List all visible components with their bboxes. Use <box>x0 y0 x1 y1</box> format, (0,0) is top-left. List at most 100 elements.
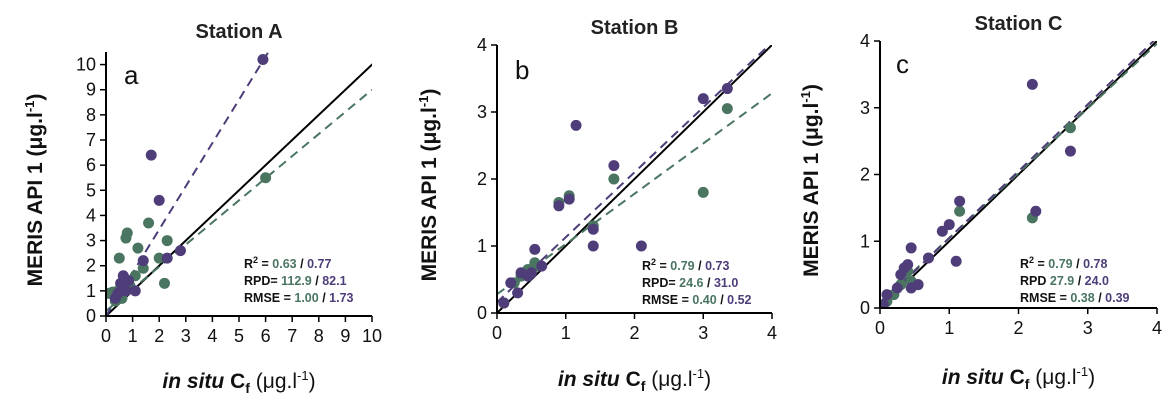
xlabel-unit: (μg.l <box>645 368 692 391</box>
data-point-green <box>113 252 125 264</box>
ylabel-sup: -1 <box>416 96 431 108</box>
ylabel-post: ) <box>24 94 47 101</box>
stat-sep: / <box>319 291 329 305</box>
data-point-green <box>132 242 144 254</box>
data-point-purple <box>902 259 914 271</box>
data-point-purple <box>635 240 647 252</box>
x-tick-label: 7 <box>287 326 297 346</box>
data-point-purple <box>721 83 733 95</box>
stat-r2-green: 0.79 <box>1048 257 1072 271</box>
ylabel-sup: -1 <box>22 101 37 113</box>
xlabel-unit-sup: -1 <box>1077 364 1089 379</box>
data-point-green <box>143 217 155 229</box>
data-point-purple <box>891 282 903 294</box>
stat-sep: / <box>297 257 307 271</box>
x-axis-label: in situ Cf (μg.l-1) <box>162 368 315 396</box>
data-point-purple <box>1064 145 1076 157</box>
data-point-purple <box>697 93 709 105</box>
stat-rpd-green: 24.6 <box>679 276 703 290</box>
stat-r2-purple: 0.78 <box>1083 257 1107 271</box>
data-point-purple <box>512 287 524 299</box>
one-to-one-line <box>497 45 772 313</box>
ylabel-post: ) <box>800 84 823 91</box>
x-tick-label: 5 <box>234 326 244 346</box>
stat-sep: / <box>704 276 714 290</box>
xlabel-unit-post: ) <box>704 368 711 391</box>
stat-rpd-purple: 82.1 <box>322 274 346 288</box>
x-tick-label: 4 <box>207 326 217 346</box>
data-point-purple <box>936 225 948 237</box>
y-tick-label: 0 <box>86 306 96 326</box>
data-point-green <box>697 186 709 198</box>
data-point-purple <box>525 267 537 279</box>
xlabel-unit-post: ) <box>1088 366 1095 389</box>
data-point-purple <box>922 252 934 264</box>
y-tick-label: 3 <box>86 231 96 251</box>
stat-r2-green: 0.63 <box>272 257 296 271</box>
data-point-green <box>137 262 149 274</box>
data-point-purple <box>137 255 149 267</box>
xlabel-symbol: C <box>626 368 641 391</box>
stat-sep: / <box>717 293 727 307</box>
x-tick-label: 4 <box>1152 318 1162 338</box>
stat-rpd: RPD= 24.6 / 31.0 <box>642 276 738 290</box>
x-tick-label: 1 <box>944 318 954 338</box>
stat-rmse-purple: 1.73 <box>329 291 353 305</box>
x-tick-label: 2 <box>1013 318 1023 338</box>
stat-rmse: RMSE = 1.00 / 1.73 <box>244 291 354 305</box>
y-tick-label: 5 <box>86 180 96 200</box>
x-tick-label: 8 <box>314 326 324 346</box>
data-point-green <box>260 172 272 184</box>
data-point-purple <box>912 279 924 291</box>
y-tick-label: 1 <box>86 281 96 301</box>
xlabel-unit-post: ) <box>309 370 316 393</box>
x-tick-label: 3 <box>181 326 191 346</box>
panel-label: a <box>124 60 139 90</box>
y-axis-label: MERIS API 1 (μg.l-1) <box>22 94 47 287</box>
stat-r2-purple: 0.73 <box>705 259 729 273</box>
y-tick-label: 8 <box>86 105 96 125</box>
data-point-purple <box>1026 78 1038 90</box>
stat-sep: / <box>695 259 705 273</box>
ylabel-sup: -1 <box>798 91 813 103</box>
data-point-green <box>159 277 171 289</box>
xlabel-unit-sup: -1 <box>297 368 309 383</box>
y-tick-label: 2 <box>86 256 96 276</box>
data-point-purple <box>943 219 955 231</box>
stat-rmse-purple: 0.52 <box>727 293 751 307</box>
data-point-purple <box>553 200 565 212</box>
y-tick-label: 3 <box>860 98 870 118</box>
data-point-purple <box>529 243 541 255</box>
stat-r2-sup: 2 <box>253 255 258 265</box>
y-tick-label: 2 <box>860 165 870 185</box>
stat-r2-label: R <box>1020 257 1029 271</box>
data-point-purple <box>505 277 517 289</box>
stat-rpd-label: RPD= <box>642 276 679 290</box>
xlabel-unit: (μg.l <box>1029 366 1076 389</box>
x-tick-label: 2 <box>629 323 639 343</box>
xlabel-sub: f <box>245 380 250 396</box>
stat-rmse: RMSE = 0.38 / 0.39 <box>1020 291 1130 305</box>
y-tick-label: 4 <box>860 31 870 51</box>
stat-r2-purple: 0.77 <box>307 257 331 271</box>
xlabel-unit-sup: -1 <box>693 366 705 381</box>
stat-r2-sup: 2 <box>1029 255 1034 265</box>
ylabel-main: MERIS API 1 (μg.l <box>800 103 823 277</box>
stat-sep: / <box>1095 291 1105 305</box>
y-axis-label: MERIS API 1 (μg.l-1) <box>798 84 823 277</box>
chart-title: Station C <box>975 13 1063 35</box>
x-tick-label: 3 <box>1083 318 1093 338</box>
y-tick-label: 10 <box>76 55 96 75</box>
data-point-purple <box>257 54 269 66</box>
data-point-purple <box>129 285 141 297</box>
xlabel-prefix: in situ <box>942 366 1010 389</box>
stat-rmse-label: RMSE = <box>642 293 692 307</box>
data-point-purple <box>145 149 157 161</box>
data-point-purple <box>608 160 620 172</box>
stat-rpd-purple: 24.0 <box>1085 274 1109 288</box>
stat-rpd-purple: 31.0 <box>714 276 738 290</box>
data-point-purple <box>587 223 599 235</box>
fit-line-green <box>106 88 372 312</box>
